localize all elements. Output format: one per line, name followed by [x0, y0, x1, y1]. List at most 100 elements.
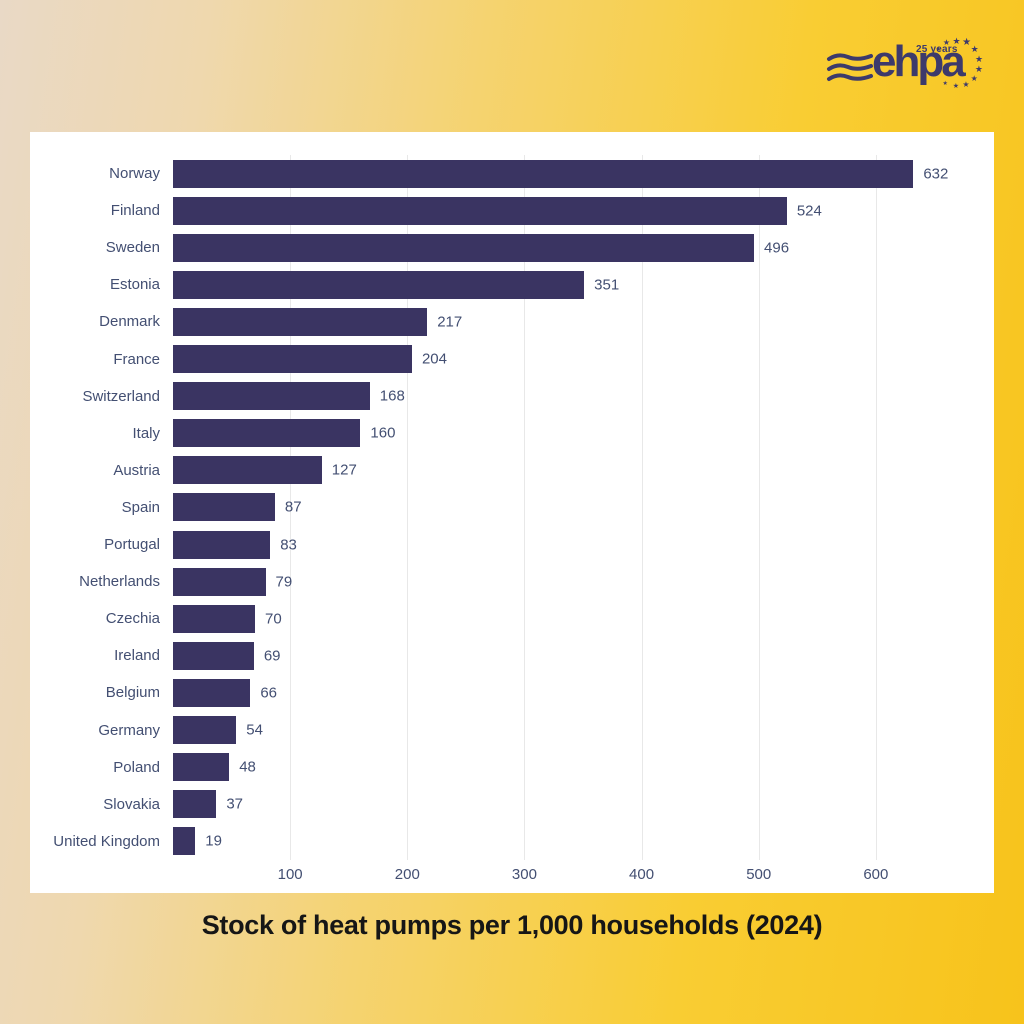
- star-icon: ★: [962, 37, 972, 49]
- bar-row: Finland 524: [30, 192, 993, 229]
- bar: [173, 196, 787, 225]
- star-icon: ★: [970, 73, 978, 83]
- bar-track: 168: [173, 378, 993, 415]
- star-icon: ★: [974, 64, 983, 75]
- category-label: Poland: [113, 758, 160, 776]
- bar: [173, 419, 361, 448]
- x-tick-label: 200: [394, 866, 420, 883]
- bar-row: Austria 127: [30, 452, 993, 489]
- bar-track: 54: [173, 712, 993, 749]
- bar: [173, 493, 275, 522]
- bar-track: 632: [173, 155, 993, 192]
- bar-track: 351: [173, 266, 993, 303]
- category-label: Belgium: [105, 684, 160, 702]
- bar-row: Ireland 69: [30, 637, 993, 674]
- bar: [173, 530, 271, 559]
- star-icon: ★: [935, 46, 942, 53]
- bar-value-label: 351: [594, 276, 620, 294]
- bar-track: 127: [173, 452, 993, 489]
- bar-value-label: 69: [263, 647, 281, 665]
- bar-value-label: 160: [370, 424, 396, 442]
- category-label: France: [113, 350, 160, 368]
- bar-row: Belgium 66: [30, 674, 993, 711]
- bar-track: 83: [173, 526, 993, 563]
- euro-stars-arc-icon: ★ ★ ★ ★ ★ ★ ★ ★ ★ ★ ★: [929, 35, 987, 93]
- star-icon: ★: [942, 38, 951, 48]
- bar-value-label: 87: [284, 498, 302, 516]
- bar-value-label: 19: [205, 832, 222, 850]
- bar-track: 79: [173, 563, 993, 600]
- bar-row: Switzerland 168: [30, 378, 993, 415]
- bar-track: 217: [173, 303, 993, 340]
- category-label: Sweden: [105, 239, 160, 257]
- gridline: [290, 155, 292, 860]
- bar: [173, 345, 412, 373]
- category-label: Austria: [113, 461, 160, 479]
- bar-row: Spain 87: [30, 489, 993, 526]
- category-label: Netherlands: [79, 573, 160, 591]
- bar-value-label: 48: [239, 758, 256, 776]
- bar-value-label: 217: [437, 313, 463, 331]
- bar-row: Poland 48: [30, 749, 993, 786]
- bar: [173, 678, 251, 707]
- triple-wave-icon: [827, 53, 873, 81]
- category-label: Portugal: [104, 536, 160, 554]
- bar-track: 70: [173, 600, 993, 637]
- chart-title: Stock of heat pumps per 1,000 households…: [201, 910, 823, 940]
- bar-track: 48: [173, 749, 993, 786]
- bar-value-label: 54: [246, 721, 263, 739]
- bar-track: 204: [173, 341, 993, 378]
- bar-row: Czechia 70: [30, 600, 993, 637]
- plot-area: 100 200 300 400 500 600 Norway 632 Finland 524 Swe…: [53, 155, 993, 883]
- gridline: [758, 155, 760, 860]
- bar: [173, 270, 585, 299]
- bar-value-label: 83: [280, 536, 297, 554]
- bar-track: 66: [173, 674, 993, 711]
- bar-value-label: 79: [275, 573, 293, 591]
- bar-value-label: 66: [260, 684, 277, 702]
- bar: [173, 233, 755, 262]
- bar-track: 496: [173, 229, 993, 266]
- bar-row: Slovakia 37: [30, 786, 993, 823]
- category-label: Slovakia: [103, 795, 160, 813]
- bar-track: 524: [173, 192, 993, 229]
- x-tick-label: 400: [629, 866, 655, 883]
- bar: [173, 604, 255, 633]
- star-icon: ★: [970, 44, 979, 55]
- bar: [173, 307, 428, 336]
- bar-row: Germany 54: [30, 712, 993, 749]
- bar-track: 160: [173, 415, 993, 452]
- ehpa-logo: ehpa 25 years ★ ★ ★ ★ ★ ★ ★ ★ ★ ★ ★: [822, 28, 1002, 104]
- bar: [173, 716, 237, 744]
- bar-row: Portugal 83: [30, 526, 993, 563]
- category-label: Switzerland: [82, 387, 160, 405]
- category-label: Germany: [98, 721, 160, 739]
- x-tick-label: 300: [511, 866, 537, 883]
- category-label: Norway: [109, 165, 160, 183]
- category-label: Denmark: [99, 313, 160, 331]
- bar-value-label: 204: [421, 350, 447, 368]
- bar: [173, 456, 322, 485]
- bar-value-label: 168: [379, 387, 405, 405]
- star-icon: ★: [942, 80, 948, 87]
- category-label: Spain: [121, 498, 160, 516]
- bar-row: Norway 632: [30, 155, 993, 192]
- chart-panel: 100 200 300 400 500 600 Norway 632 Finland 524 Swe…: [30, 132, 994, 893]
- logo-brand-text: ehpa: [872, 37, 966, 86]
- bar-value-label: 632: [923, 165, 949, 183]
- star-icon: ★: [952, 83, 959, 91]
- x-tick-label: 600: [863, 866, 889, 883]
- x-tick-label: 500: [746, 866, 772, 883]
- star-icon: ★: [962, 80, 970, 89]
- bar: [173, 641, 254, 670]
- category-label: Italy: [132, 424, 160, 442]
- bar-value-label: 70: [265, 610, 282, 628]
- bar-track: 19: [173, 823, 993, 860]
- bar: [173, 790, 217, 819]
- bar-track: 69: [173, 637, 993, 674]
- star-icon: ★: [952, 35, 961, 46]
- bar-row: United Kingdom 19: [30, 823, 993, 860]
- bar: [173, 827, 196, 856]
- gridline: [875, 155, 877, 860]
- bar-value-label: 496: [764, 239, 790, 257]
